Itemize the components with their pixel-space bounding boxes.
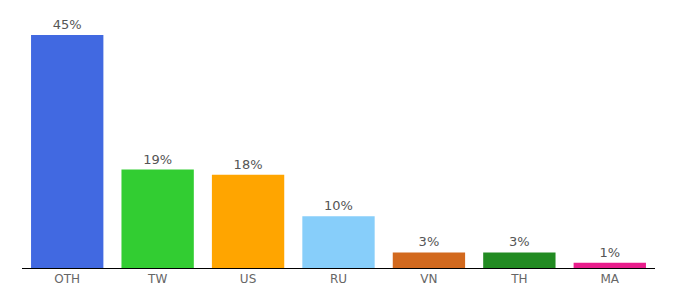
svg-text:VN: VN	[420, 272, 437, 286]
svg-text:TH: TH	[510, 272, 527, 286]
svg-text:18%: 18%	[234, 157, 263, 172]
svg-text:RU: RU	[330, 272, 347, 286]
svg-text:45%: 45%	[53, 17, 82, 32]
svg-text:3%: 3%	[419, 234, 440, 249]
svg-text:TW: TW	[147, 272, 167, 286]
svg-text:1%: 1%	[599, 245, 620, 260]
svg-text:10%: 10%	[324, 198, 353, 213]
svg-text:3%: 3%	[509, 234, 530, 249]
svg-text:19%: 19%	[143, 152, 172, 167]
svg-text:US: US	[240, 272, 256, 286]
svg-text:OTH: OTH	[54, 272, 80, 286]
svg-text:MA: MA	[601, 272, 620, 286]
